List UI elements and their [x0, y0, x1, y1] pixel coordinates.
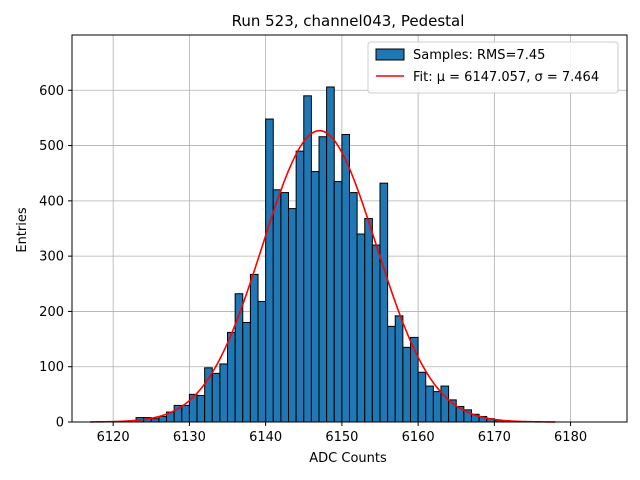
x-tick-label: 6170	[478, 430, 511, 445]
x-tick-label: 6130	[173, 430, 206, 445]
gaussian-fit-curve	[90, 129, 556, 423]
x-tick-label: 6140	[249, 430, 282, 445]
histogram-bar	[211, 372, 221, 423]
histogram-bar	[326, 86, 335, 423]
histogram-bar	[158, 415, 168, 423]
chart-title: Run 523, channel043, Pedestal	[232, 12, 465, 30]
histogram-bar	[318, 136, 328, 423]
histogram-bar	[181, 404, 190, 423]
legend-label-histogram: Samples: RMS=7.45	[413, 48, 545, 63]
histogram-bar	[242, 321, 251, 423]
y-tick-label: 100	[39, 360, 64, 375]
x-tick-label: 6150	[325, 430, 358, 445]
histogram-bar	[280, 192, 290, 423]
x-tick-label: 6160	[402, 430, 435, 445]
x-axis-label: ADC Counts	[309, 451, 387, 466]
histogram-bar	[364, 218, 373, 423]
histogram-bar	[425, 385, 434, 423]
legend: Samples: RMS=7.45 Fit: μ = 6147.057, σ =…	[367, 41, 619, 94]
x-tick-label: 6120	[97, 430, 130, 445]
histogram-bar	[432, 391, 442, 423]
legend-box	[367, 41, 619, 94]
histogram-bar	[227, 331, 236, 423]
histogram-bar	[440, 385, 450, 423]
y-axis-ticks: 0 100 200 300 400 500 600	[39, 84, 72, 431]
histogram-bar	[249, 273, 259, 423]
histogram-bars	[135, 86, 518, 423]
histogram-bar	[188, 393, 198, 423]
histogram-bar	[265, 118, 274, 423]
histogram-bar	[272, 189, 282, 423]
histogram-bar	[257, 300, 267, 423]
y-axis-label: Entries	[15, 207, 30, 253]
histogram-bar	[417, 371, 427, 423]
histogram-bar	[371, 244, 381, 423]
y-tick-label: 600	[39, 84, 64, 99]
histogram-bar	[349, 192, 358, 423]
y-tick-label: 400	[39, 194, 64, 209]
legend-label-fit: Fit: μ = 6147.057, σ = 7.464	[413, 70, 599, 85]
legend-swatch-histogram	[375, 48, 405, 61]
histogram-bar	[402, 346, 411, 423]
y-tick-label: 300	[39, 250, 64, 265]
plot-frame	[71, 34, 628, 423]
histogram-bar	[204, 367, 213, 423]
histogram-bar	[219, 363, 229, 423]
histogram-bar	[196, 394, 206, 423]
histogram-bar	[333, 181, 343, 423]
histogram-bar	[295, 150, 305, 423]
histogram-bar	[394, 315, 404, 423]
y-tick-label: 200	[39, 305, 64, 320]
histogram-bar	[310, 171, 320, 423]
x-axis-ticks: 6120 6130 6140 6150 6160 6170 6180	[97, 422, 587, 445]
histogram-bar	[303, 95, 312, 423]
histogram-bar	[356, 233, 366, 423]
histogram-bar	[288, 208, 297, 423]
y-tick-label: 500	[39, 139, 64, 154]
y-tick-label: 0	[56, 416, 64, 431]
histogram-bar	[379, 182, 389, 423]
histogram-bar	[341, 134, 350, 423]
x-tick-label: 6180	[554, 430, 587, 445]
histogram-bar	[387, 325, 396, 423]
